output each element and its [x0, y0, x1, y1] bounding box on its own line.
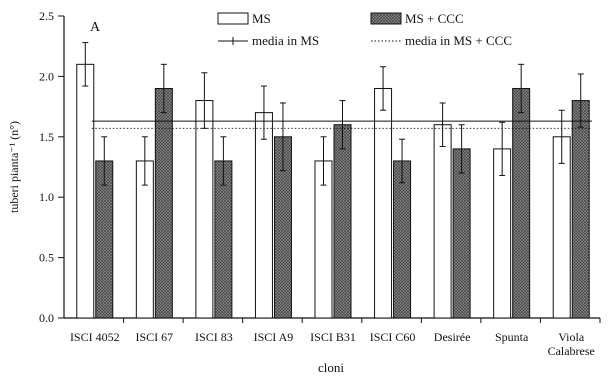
bar-ms-5: [374, 87, 393, 319]
legend-label-ms-ccc: MS + CCC: [405, 11, 464, 26]
bar-ms-0: [76, 63, 95, 319]
x-tick-label-2: ISCI 83: [195, 330, 233, 344]
bar-ms-6: [433, 124, 452, 319]
legend: MS MS + CCC media in MS media in MS + CC…: [217, 11, 512, 48]
x-tick-label-7: Spunta: [495, 330, 529, 344]
x-axis-title: cloni: [318, 360, 344, 375]
legend-label-ms: MS: [252, 11, 271, 26]
x-tick-label-5: ISCI C60: [370, 330, 416, 344]
y-tick-label-1: 0.5: [39, 251, 54, 265]
bar-ms-ccc-4: [333, 124, 352, 319]
panel-label: A: [90, 20, 101, 35]
legend-label-media-ms-ccc: media in MS + CCC: [405, 33, 512, 48]
x-tick-label-4: ISCI B31: [310, 330, 356, 344]
bar-ms-ccc-8: [571, 100, 590, 319]
y-tick-label-2: 1.0: [39, 190, 54, 204]
y-tick-label-3: 1.5: [39, 130, 54, 144]
y-tick-label-0: 0.0: [39, 311, 54, 325]
x-tick-label-3: ISCI A9: [254, 330, 294, 344]
y-tick-label-4: 2.0: [39, 69, 54, 83]
y-tick-label-5: 2.5: [39, 9, 54, 23]
bar-ms-ccc-5: [393, 160, 412, 319]
x-tick-label-1: ISCI 67: [135, 330, 173, 344]
x-tick-label-8: Viola Calabrese: [548, 330, 595, 358]
legend-label-media-ms: media in MS: [252, 33, 319, 48]
bar-ms-8: [552, 136, 571, 319]
bar-ms-2: [195, 100, 214, 319]
y-axis-title: tuberi pianta⁻¹ (n°): [7, 121, 21, 213]
legend-swatch-ms: [217, 12, 249, 25]
x-tick-label-6: Desirée: [434, 330, 471, 344]
bar-ms-3: [254, 112, 273, 319]
bar-ms-ccc-7: [512, 87, 531, 319]
legend-swatch-ms-ccc: [370, 12, 402, 25]
x-tick-label-0: ISCI 4052: [70, 330, 120, 344]
bar-ms-ccc-6: [452, 148, 471, 319]
bar-ms-ccc-1: [154, 87, 173, 319]
